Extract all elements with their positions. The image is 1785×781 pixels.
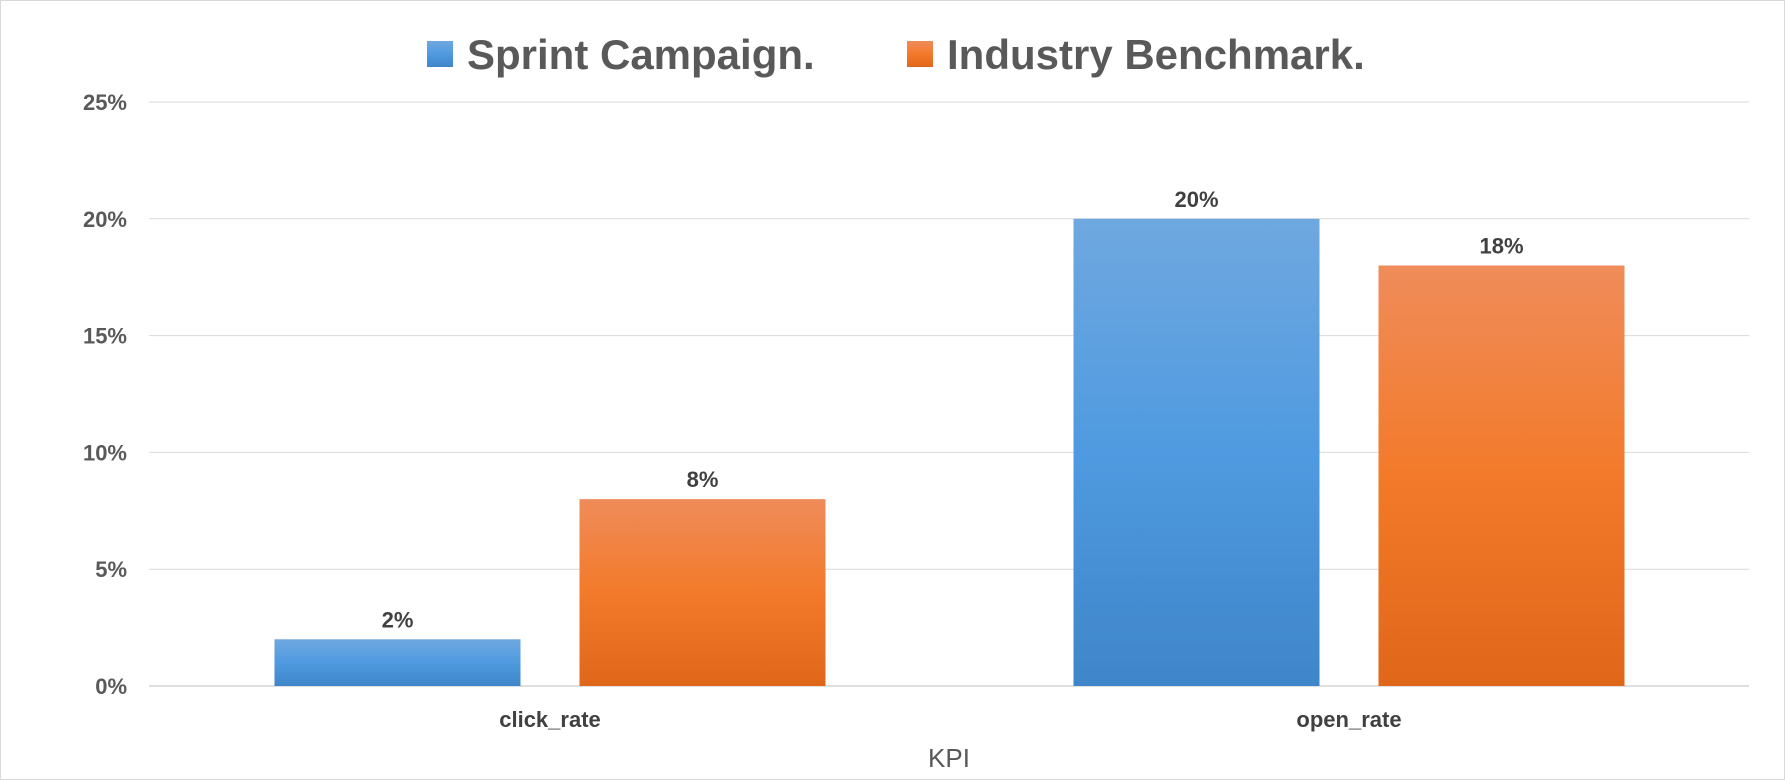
bar-click_rate-sprint-campaign <box>274 639 521 686</box>
bar-open_rate-industry-benchmark <box>1378 265 1625 686</box>
legend: Sprint Campaign. Industry Benchmark. <box>427 31 1365 78</box>
x-category-label: open_rate <box>1296 707 1401 732</box>
x-category-label: click_rate <box>499 707 601 732</box>
y-axis-ticks: 0% 5% 10% 15% 20% 25% <box>83 90 127 699</box>
x-axis-categories: click_rate open_rate <box>499 707 1401 732</box>
y-tick-label: 25% <box>83 90 127 115</box>
y-tick-label: 0% <box>95 674 127 699</box>
legend-label: Industry Benchmark. <box>947 31 1365 78</box>
legend-swatch <box>427 41 453 67</box>
data-label: 2% <box>382 607 414 632</box>
bar-click_rate-industry-benchmark <box>579 499 826 686</box>
legend-label: Sprint Campaign. <box>467 31 815 78</box>
bar-open_rate-sprint-campaign <box>1073 218 1320 687</box>
y-tick-label: 10% <box>83 440 127 465</box>
bars <box>274 218 1625 687</box>
data-labels: 2% 8% 20% 18% <box>382 187 1524 632</box>
legend-swatch <box>907 41 933 67</box>
y-tick-label: 15% <box>83 324 127 349</box>
data-label: 8% <box>687 467 719 492</box>
y-tick-label: 20% <box>83 207 127 232</box>
y-tick-label: 5% <box>95 557 127 582</box>
x-axis-title: KPI <box>928 743 970 773</box>
data-label: 20% <box>1174 187 1218 212</box>
data-label: 18% <box>1479 234 1523 259</box>
